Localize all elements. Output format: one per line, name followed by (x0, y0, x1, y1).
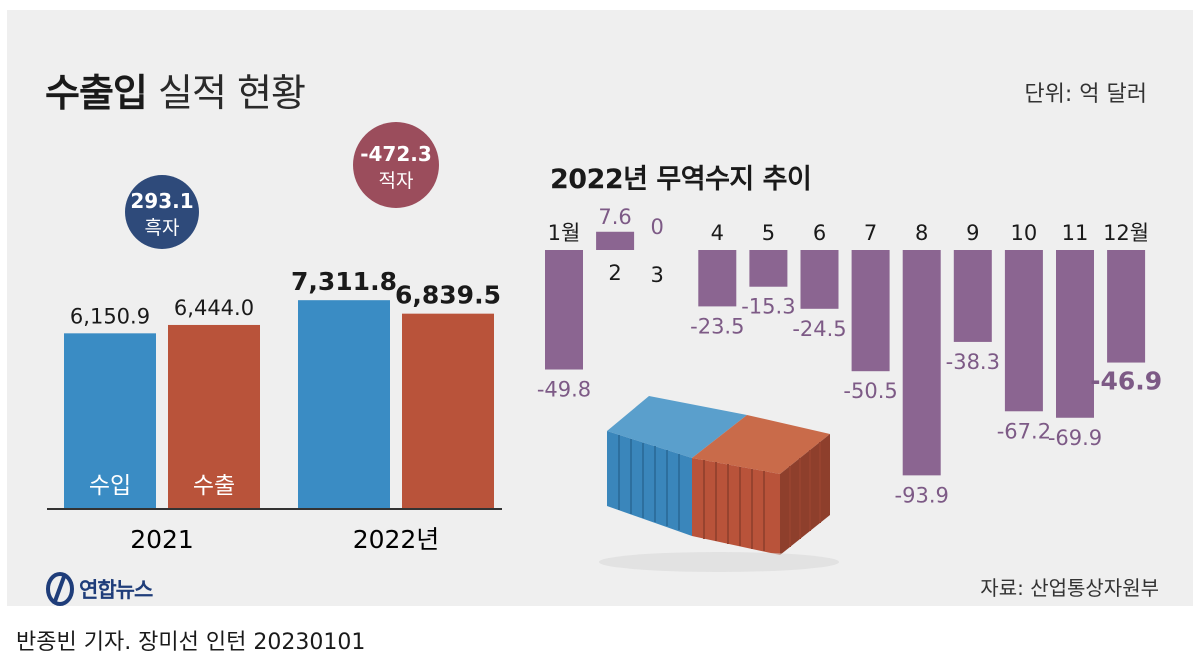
title-light: 실적 현황 (157, 71, 306, 115)
infographic-panel: 수출입 실적 현황 단위: 억 달러 2022년 무역수지 추이 자료: 산업통… (7, 10, 1193, 606)
monthly-value-label: -23.5 (690, 314, 744, 338)
month-label: 2 (608, 261, 621, 285)
annual-value-label: 6,444.0 (174, 296, 254, 320)
balance-text: 흑자 (145, 217, 180, 239)
credit-line: 반종빈 기자. 장미선 인턴 20230101 (16, 630, 366, 655)
monthly-balance-chart: 1월 -49.8 2 7.6 3 0 4 -23.5 5 -15.3 6 -24.5 7 -50.5 8 -9… (537, 205, 1162, 572)
month-label: 9 (966, 221, 979, 245)
monthly-value-label: -46.9 (1090, 367, 1162, 396)
month-label: 11 (1062, 221, 1089, 245)
monthly-bar (953, 250, 992, 342)
category-label: 2022년 (353, 525, 440, 554)
unit-label: 단위: 억 달러 (1024, 82, 1147, 107)
monthly-value-label: -38.3 (946, 350, 1000, 374)
annual-value-label: 6,150.9 (70, 304, 150, 328)
annual-bar-export-0 (168, 324, 260, 509)
balance-value: 293.1 (130, 189, 193, 213)
monthly-bar (851, 250, 890, 372)
annual-bar-import-0 (64, 333, 156, 509)
monthly-value-label: -50.5 (843, 379, 897, 403)
annual-bar-export-1 (402, 313, 494, 509)
yonhap-logo: 연합뉴스 (45, 572, 153, 606)
month-label: 7 (864, 221, 877, 245)
monthly-value-label: -15.3 (741, 295, 795, 319)
balance-badge (125, 175, 199, 249)
monthly-value-label: -49.8 (537, 378, 591, 402)
annual-value-label: 7,311.8 (291, 267, 397, 296)
monthly-bar (1056, 250, 1094, 418)
yonhap-logo-icon (46, 572, 74, 606)
monthly-bar (749, 250, 788, 287)
monthly-bar (596, 231, 635, 250)
monthly-chart-title: 2022년 무역수지 추이 (550, 164, 812, 195)
monthly-value-label: 0 (651, 215, 664, 239)
balance-value: -472.3 (360, 142, 432, 166)
monthly-bar (1107, 250, 1146, 363)
month-label: 3 (651, 263, 664, 287)
logo-text: 연합뉴스 (79, 578, 153, 602)
annual-chart: 6,150.9 수입 6,444.0 수출 2021 293.1 흑자 7,311.86,83… (47, 122, 502, 554)
monthly-bar (902, 250, 941, 476)
source-label: 자료: 산업통상자원부 (980, 576, 1159, 600)
category-label: 2021 (130, 525, 194, 554)
monthly-value-label: -93.9 (895, 483, 949, 507)
month-label: 12월 (1103, 221, 1149, 245)
balance-badge (353, 122, 439, 208)
monthly-value-label: 7.6 (598, 205, 631, 229)
month-label: 6 (813, 221, 826, 245)
balance-text: 적자 (379, 170, 414, 192)
title-bold: 수출입 (45, 71, 148, 115)
monthly-value-label: -24.5 (792, 317, 846, 341)
monthly-bar (698, 250, 737, 307)
monthly-bar (800, 250, 839, 309)
monthly-bar (1004, 250, 1043, 412)
page-title: 수출입 실적 현황 (45, 62, 306, 117)
month-label: 5 (762, 221, 775, 245)
annual-value-label: 6,839.5 (395, 281, 501, 310)
month-label: 10 (1011, 221, 1038, 245)
month-label: 1월 (548, 221, 581, 245)
series-label: 수출 (193, 473, 235, 499)
series-label: 수입 (89, 473, 131, 499)
month-label: 8 (915, 221, 928, 245)
monthly-bar (545, 250, 583, 370)
container-illustration (599, 396, 839, 572)
annual-bar-import-1 (298, 300, 390, 509)
month-label: 4 (711, 221, 724, 245)
monthly-value-label: -67.2 (997, 419, 1051, 443)
monthly-value-label: -69.9 (1048, 426, 1102, 450)
